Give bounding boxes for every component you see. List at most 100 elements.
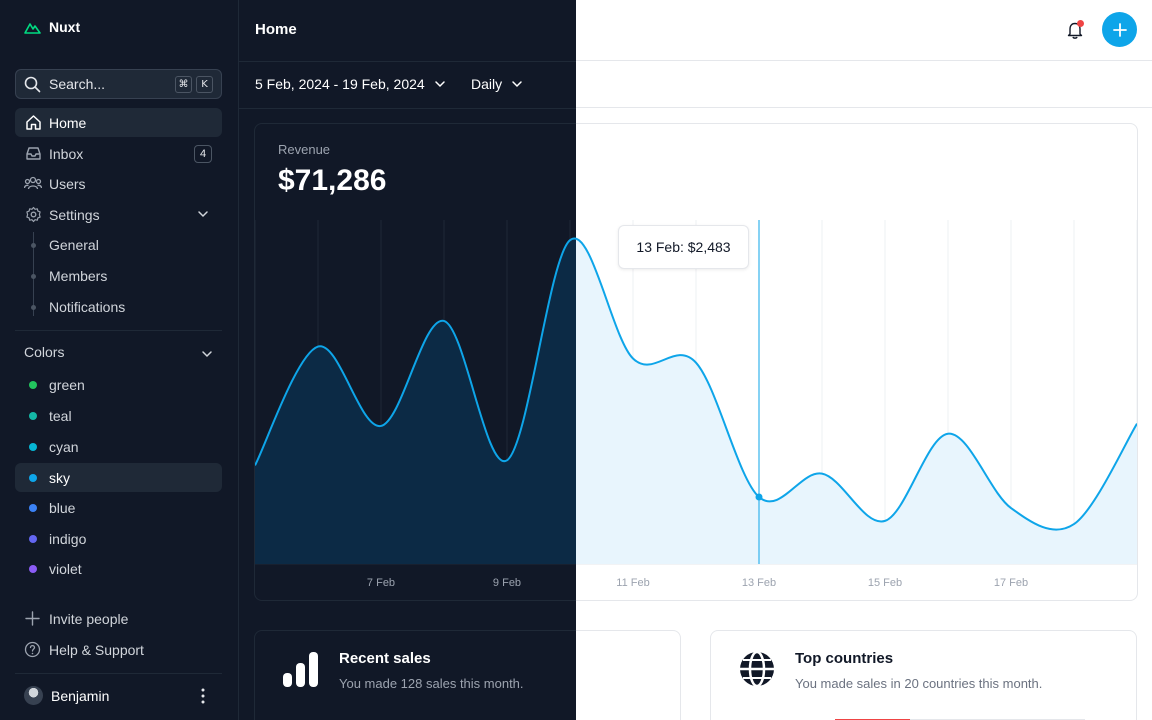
sidebar-item-label: Settings: [49, 206, 100, 223]
highlight-point[interactable]: [755, 493, 763, 501]
dark-mode-preview: Home 5 Feb, 2024 - 19 Feb, 2024 Daily Re…: [239, 0, 576, 720]
sidebar-subitem-notifications[interactable]: Notifications: [49, 299, 126, 315]
page-title: Home: [255, 21, 297, 38]
color-item-indigo[interactable]: indigo: [15, 524, 222, 553]
sidebar-item-label: Home: [49, 114, 87, 131]
color-dot: [29, 503, 37, 512]
chevron-down-icon: [434, 81, 445, 88]
tree-dot: [31, 305, 36, 310]
users-icon: [24, 175, 42, 193]
inbox-icon: [24, 145, 42, 163]
color-item-teal[interactable]: teal: [15, 401, 222, 430]
chevron-down-icon: [512, 81, 522, 88]
kbd-cmd: ⌘: [175, 75, 192, 93]
sidebar: Nuxt Search... ⌘ K Home Inbox 4 Users Se…: [0, 0, 239, 720]
color-dot: [29, 380, 37, 389]
user-menu[interactable]: Benjamin: [24, 686, 109, 705]
color-item-cyan[interactable]: cyan: [15, 432, 222, 461]
sidebar-divider: [15, 673, 222, 674]
color-label: sky: [49, 469, 70, 486]
sidebar-item-label: Users: [49, 175, 86, 192]
sidebar-divider: [15, 330, 222, 331]
sidebar-item-label: Inbox: [49, 145, 84, 162]
avatar: [24, 686, 43, 705]
top-countries-card: Top countries You made sales in 20 count…: [710, 630, 1137, 720]
notification-dot: [1077, 20, 1084, 27]
date-range-picker[interactable]: 5 Feb, 2024 - 19 Feb, 2024: [255, 76, 447, 92]
globe-icon: [740, 650, 774, 688]
bar-chart-icon: [283, 652, 318, 687]
x-tick-label: 7 Feb: [367, 577, 395, 589]
color-dot: [29, 473, 37, 482]
color-label: teal: [49, 407, 72, 424]
color-label: cyan: [49, 438, 79, 455]
color-item-sky[interactable]: sky: [15, 463, 222, 492]
color-item-blue[interactable]: blue: [15, 493, 222, 522]
color-dot: [29, 534, 37, 543]
user-name: Benjamin: [51, 687, 110, 704]
search-label: Search...: [49, 76, 106, 92]
revenue-value: $71,286: [278, 164, 387, 197]
invite-label: Invite people: [49, 610, 129, 627]
date-range-label: 5 Feb, 2024 - 19 Feb, 2024: [255, 76, 425, 92]
sidebar-item-inbox[interactable]: Inbox 4: [15, 139, 222, 168]
sidebar-subitem-general[interactable]: General: [49, 237, 99, 253]
plus-icon: [1112, 22, 1127, 37]
inbox-count-badge: 4: [194, 145, 212, 163]
color-item-green[interactable]: green: [15, 370, 222, 399]
nuxt-logo-icon: [24, 23, 41, 34]
divider: [239, 108, 576, 109]
invite-people-button[interactable]: Invite people: [24, 610, 128, 627]
brand[interactable]: Nuxt: [24, 19, 80, 35]
colors-group-header[interactable]: Colors: [24, 344, 214, 360]
colors-heading: Colors: [24, 344, 65, 360]
plus-icon: [25, 611, 40, 626]
tree-dot: [31, 243, 36, 248]
color-dot: [29, 564, 37, 573]
color-item-violet[interactable]: violet: [15, 554, 222, 583]
chart-tooltip: 13 Feb: $2,483: [618, 225, 749, 269]
sidebar-subitem-members[interactable]: Members: [49, 268, 108, 284]
search-icon: [24, 76, 41, 92]
home-icon: [24, 114, 42, 132]
color-label: indigo: [49, 530, 87, 547]
color-dot: [29, 411, 37, 420]
x-tick-label: 17 Feb: [994, 577, 1028, 589]
gear-icon: [24, 206, 42, 224]
chevron-down-icon: [198, 211, 208, 218]
x-tick-label: 13 Feb: [742, 577, 776, 589]
period-label: Daily: [471, 76, 503, 92]
add-button[interactable]: [1102, 12, 1137, 47]
search-button[interactable]: Search... ⌘ K: [15, 69, 222, 99]
x-tick-label: 15 Feb: [868, 577, 902, 589]
recent-sales-card: Recent sales You made 128 sales this mon…: [254, 630, 576, 720]
series-line: [255, 237, 576, 466]
tree-dot: [31, 274, 36, 279]
sidebar-item-users[interactable]: Users: [15, 169, 222, 198]
divider: [239, 61, 576, 62]
color-label: blue: [49, 499, 76, 516]
color-label: green: [49, 376, 85, 393]
x-tick-label: 9 Feb: [493, 577, 521, 589]
area-fill: [255, 238, 576, 564]
x-tick-label: 11 Feb: [616, 577, 649, 589]
app-name: Nuxt: [49, 19, 81, 35]
help-icon: [24, 641, 41, 658]
help-support-button[interactable]: Help & Support: [24, 641, 144, 658]
card-title: Top countries: [795, 650, 894, 667]
color-dot: [29, 442, 37, 451]
color-label: violet: [49, 560, 82, 577]
revenue-label: Revenue: [278, 142, 331, 157]
card-description: You made 128 sales this month.: [339, 676, 524, 691]
more-vertical-icon[interactable]: [196, 687, 210, 705]
bell-icon[interactable]: [1065, 20, 1085, 40]
period-select[interactable]: Daily: [471, 76, 524, 92]
sidebar-item-settings[interactable]: Settings: [15, 200, 222, 229]
kbd-k: K: [196, 75, 213, 93]
chevron-down-icon: [202, 351, 212, 358]
card-description: You made sales in 20 countries this mont…: [795, 676, 1043, 691]
sidebar-item-home[interactable]: Home: [15, 108, 222, 137]
card-title: Recent sales: [339, 650, 431, 667]
